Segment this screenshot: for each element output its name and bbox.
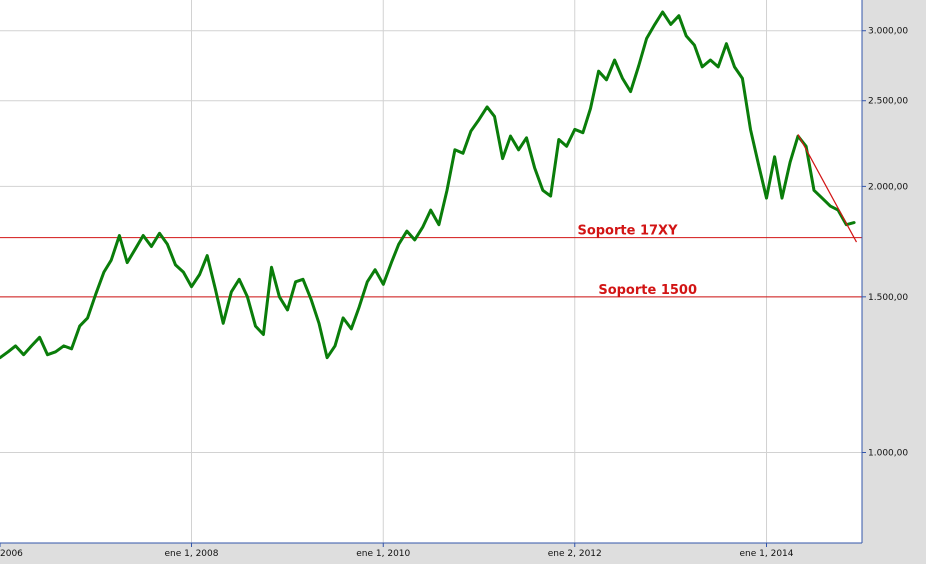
x-tick-label: 2006	[0, 549, 23, 559]
y-tick-label: 2.000,00	[868, 182, 908, 192]
y-tick-label: 3.000,00	[868, 27, 908, 37]
x-tick-label: ene 2, 2012	[548, 549, 602, 559]
y-tick-label: 2.500,00	[868, 97, 908, 107]
price-line	[0, 10, 856, 360]
trendline	[797, 134, 858, 243]
plot-background	[0, 0, 862, 543]
x-tick-label: ene 1, 2014	[740, 549, 794, 559]
y-tick-label: 1.500,00	[868, 293, 908, 303]
x-tick-label: ene 1, 2008	[164, 549, 218, 559]
support-label: Soporte 1500	[598, 283, 697, 298]
support-label: Soporte 17XY	[577, 224, 678, 239]
x-axis-ticks: 2006 ene 1, 2008 ene 1, 2010 ene 2, 2012 ene…	[0, 543, 794, 559]
y-tick-label: 1.000,00	[868, 449, 908, 459]
x-tick-label: ene 1, 2010	[356, 549, 410, 559]
y-axis-ticks: 1.000,00 1.500,00 2.000,00 2.500,00 3.000,00	[862, 27, 908, 459]
support-labels: Soporte 17XY Soporte 1500	[577, 224, 697, 298]
